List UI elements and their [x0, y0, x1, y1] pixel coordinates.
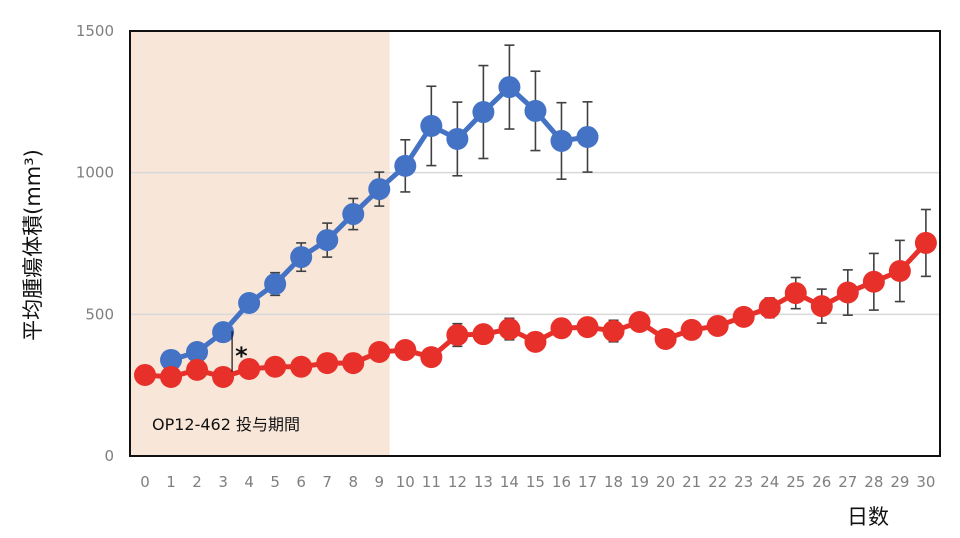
- x-tick-label: 13: [474, 473, 493, 491]
- x-tick-label: 23: [734, 473, 753, 491]
- data-point: [264, 273, 287, 296]
- data-point: [212, 365, 235, 388]
- significance-marker: *: [231, 331, 248, 372]
- x-tick-label: 5: [270, 473, 280, 491]
- x-tick-label: 27: [838, 473, 857, 491]
- x-tick-label: 4: [244, 473, 254, 491]
- data-point: [472, 101, 495, 124]
- data-point: [238, 358, 261, 381]
- data-point: [706, 314, 729, 337]
- data-point: [290, 355, 313, 378]
- x-tick-label: 7: [322, 473, 332, 491]
- x-tick-label: 8: [348, 473, 358, 491]
- data-point: [888, 259, 911, 282]
- data-point: [576, 316, 599, 339]
- data-point: [810, 295, 833, 318]
- x-tick-label: 6: [296, 473, 306, 491]
- data-point: [394, 339, 417, 362]
- shade-rect: [130, 31, 390, 456]
- x-tick-label: 3: [218, 473, 228, 491]
- data-point: [316, 229, 339, 252]
- x-axis-label: 日数: [847, 505, 889, 529]
- data-point: [420, 114, 443, 137]
- series-op12-462: [134, 208, 937, 388]
- x-tick-label: 11: [422, 473, 441, 491]
- x-tick-label: 18: [604, 473, 623, 491]
- y-axis-ticks: 0 500 1000 1500: [76, 22, 114, 465]
- x-tick-label: 15: [526, 473, 545, 491]
- x-tick-label: 22: [708, 473, 727, 491]
- data-point: [420, 346, 443, 369]
- x-tick-label: 10: [396, 473, 415, 491]
- treatment-period-shade: [130, 31, 390, 456]
- x-tick-label: 17: [578, 473, 597, 491]
- data-point: [264, 355, 287, 378]
- data-point: [290, 246, 313, 269]
- data-point: [576, 125, 599, 148]
- data-point: [446, 324, 469, 347]
- data-point: [186, 341, 209, 364]
- data-point: [550, 317, 573, 340]
- asterisk-icon: *: [235, 342, 248, 370]
- y-tick-label: 1000: [76, 164, 114, 182]
- data-point: [758, 296, 781, 319]
- data-point: [498, 76, 521, 99]
- x-tick-label: 12: [448, 473, 467, 491]
- data-point: [628, 310, 651, 333]
- data-point: [368, 341, 391, 364]
- x-tick-label: 25: [786, 473, 805, 491]
- x-tick-label: 2: [192, 473, 202, 491]
- plot-frame: [129, 30, 941, 457]
- x-axis-ticks: 0 1 2 3 4 5 6 7 8 9 10 11 12 13 14 15 16 17 18 19 20 21 22 23 24…: [140, 473, 935, 491]
- data-series: [134, 44, 937, 388]
- data-point: [186, 358, 209, 381]
- data-point: [784, 282, 807, 305]
- y-tick-label: 500: [85, 305, 114, 323]
- y-tick-label: 0: [104, 447, 114, 465]
- x-tick-label: 14: [500, 473, 519, 491]
- x-tick-label: 30: [916, 473, 935, 491]
- data-point: [524, 330, 547, 353]
- x-tick-label: 16: [552, 473, 571, 491]
- data-point: [472, 323, 495, 346]
- data-point: [836, 281, 859, 304]
- x-tick-label: 21: [682, 473, 701, 491]
- x-tick-label: 1: [166, 473, 176, 491]
- data-point: [238, 292, 261, 314]
- y-axis-label: 平均腫瘍体積(mm³): [21, 149, 45, 341]
- data-point: [446, 127, 469, 150]
- data-point: [212, 321, 235, 344]
- x-tick-label: 24: [760, 473, 779, 491]
- series-control: [160, 44, 599, 371]
- x-tick-label: 19: [630, 473, 649, 491]
- data-point: [680, 318, 703, 341]
- data-point: [524, 99, 547, 122]
- x-tick-label: 0: [140, 473, 150, 491]
- data-point: [732, 305, 755, 328]
- x-tick-label: 29: [890, 473, 909, 491]
- grid-lines: [130, 171, 940, 316]
- x-tick-label: 20: [656, 473, 675, 491]
- data-point: [498, 318, 521, 341]
- data-point: [602, 320, 625, 343]
- y-tick-label: 1500: [76, 22, 114, 40]
- data-point: [160, 365, 183, 388]
- data-point: [654, 327, 677, 350]
- data-point: [160, 348, 183, 371]
- x-tick-label: 9: [374, 473, 384, 491]
- data-point: [862, 270, 885, 293]
- x-tick-label: 28: [864, 473, 883, 491]
- treatment-period-label: OP12-462 投与期間: [152, 415, 300, 434]
- data-point: [134, 363, 156, 386]
- data-point: [394, 154, 417, 177]
- data-point: [316, 352, 339, 375]
- data-point: [342, 203, 365, 226]
- data-point: [914, 231, 937, 254]
- x-tick-label: 26: [812, 473, 831, 491]
- data-point: [342, 352, 365, 375]
- data-point: [368, 178, 391, 201]
- data-point: [550, 129, 573, 152]
